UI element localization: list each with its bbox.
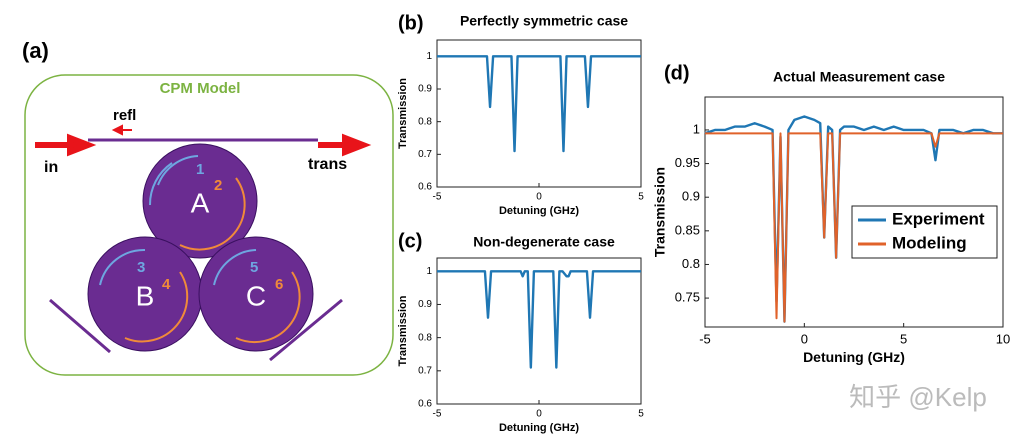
chart-title: Actual Measurement case <box>773 69 945 85</box>
legend-box <box>851 205 998 259</box>
waveguide <box>49 298 111 354</box>
y-tick-label: 0.8 <box>682 256 700 271</box>
y-axis-label: Transmission <box>652 167 668 257</box>
ring-b: B 3 4 <box>87 236 203 352</box>
panel-label: (d) <box>664 62 690 84</box>
mode-label: 2 <box>214 177 222 194</box>
chart: (c) Non-degenerate case -5 0 5 0.6 0.7 0.8 0.9 1 D… <box>397 230 644 434</box>
panel-label: (a) <box>22 38 49 63</box>
y-tick-label: 0.75 <box>675 290 700 305</box>
trans-arrow <box>318 133 372 157</box>
x-tick-label: 5 <box>900 331 907 346</box>
refl-arrow <box>111 124 132 136</box>
panel-a: (a) CPM Model refl in trans A 1 2 B 3 4 <box>22 38 394 376</box>
panel-label: (b) <box>398 12 424 34</box>
model-box <box>24 74 394 376</box>
y-tick-label: 0.8 <box>418 116 432 127</box>
x-tick-label: 0 <box>801 331 808 346</box>
data-line <box>437 55 641 153</box>
mode-label: 4 <box>162 276 171 293</box>
ring-a: A 1 2 <box>142 143 258 259</box>
in-label: in <box>44 159 58 176</box>
y-tick-label: 0.9 <box>418 299 432 310</box>
chart-title: Non-degenerate case <box>473 234 615 250</box>
refl-label: refl <box>113 107 136 124</box>
ring-label: C <box>246 280 266 311</box>
x-tick-label: 5 <box>638 192 644 203</box>
y-tick-label: 0.6 <box>418 182 432 193</box>
x-tick-label: 0 <box>536 192 542 203</box>
y-tick-label: 0.7 <box>418 149 432 160</box>
x-tick-label: 0 <box>536 409 542 420</box>
ring <box>142 143 258 259</box>
legend-label: Experiment <box>892 209 985 228</box>
mode-label: 3 <box>137 259 145 276</box>
mode-arrow <box>235 271 301 343</box>
mode-arrow <box>213 249 257 286</box>
y-axis-label: Transmission <box>397 78 409 149</box>
watermark: 知乎 @Kelp <box>849 382 987 412</box>
x-axis-label: Detuning (GHz) <box>499 205 579 217</box>
y-tick-label: 0.95 <box>675 155 700 170</box>
y-tick-label: 0.9 <box>418 84 432 95</box>
ring-c: C 5 6 <box>198 236 314 352</box>
x-tick-label: 5 <box>638 409 644 420</box>
mode-label: 1 <box>196 161 204 178</box>
y-tick-label: 1 <box>426 266 432 277</box>
in-arrow <box>35 133 97 157</box>
mode-label: 6 <box>275 276 283 293</box>
ring-label: A <box>191 187 210 218</box>
mode-label: 5 <box>250 259 258 276</box>
y-tick-label: 0.7 <box>418 365 432 376</box>
plot-frame <box>436 257 642 405</box>
y-axis-label: Transmission <box>397 295 409 366</box>
plot-frame <box>436 39 642 188</box>
x-tick-label: -5 <box>433 409 442 420</box>
mode-arrow <box>179 177 246 251</box>
panel-label: (c) <box>398 230 422 252</box>
x-tick-label: -5 <box>433 192 442 203</box>
mode-arrow <box>157 155 199 186</box>
x-tick-label: -5 <box>699 331 711 346</box>
waveguide <box>269 298 343 362</box>
x-axis-label: Detuning (GHz) <box>803 349 905 365</box>
x-axis-label: Detuning (GHz) <box>499 422 579 434</box>
chart: (d) Actual Measurement case -5 0 5 10 0.75 0.8 0… <box>652 62 1011 365</box>
mode-arrow <box>124 271 189 343</box>
data-line <box>437 270 641 369</box>
mode-arrow <box>99 248 146 286</box>
y-tick-label: 1 <box>693 121 700 136</box>
y-tick-label: 0.8 <box>418 332 432 343</box>
chart-title: Perfectly symmetric case <box>460 13 628 29</box>
model-title: CPM Model <box>160 80 241 97</box>
mode-arrow <box>148 162 173 206</box>
y-tick-label: 0.85 <box>675 222 700 237</box>
trans-label: trans <box>308 156 347 173</box>
ring <box>198 236 314 352</box>
y-tick-label: 0.6 <box>418 399 432 410</box>
ring-label: B <box>136 280 155 311</box>
y-tick-label: 1 <box>426 51 432 62</box>
y-tick-label: 0.9 <box>682 189 700 204</box>
chart: (b) Perfectly symmetric case -5 0 5 0.6 0.7 0.8… <box>397 12 644 217</box>
data-line <box>705 132 1003 323</box>
x-tick-label: 10 <box>996 331 1010 346</box>
legend-label: Modeling <box>892 233 967 252</box>
